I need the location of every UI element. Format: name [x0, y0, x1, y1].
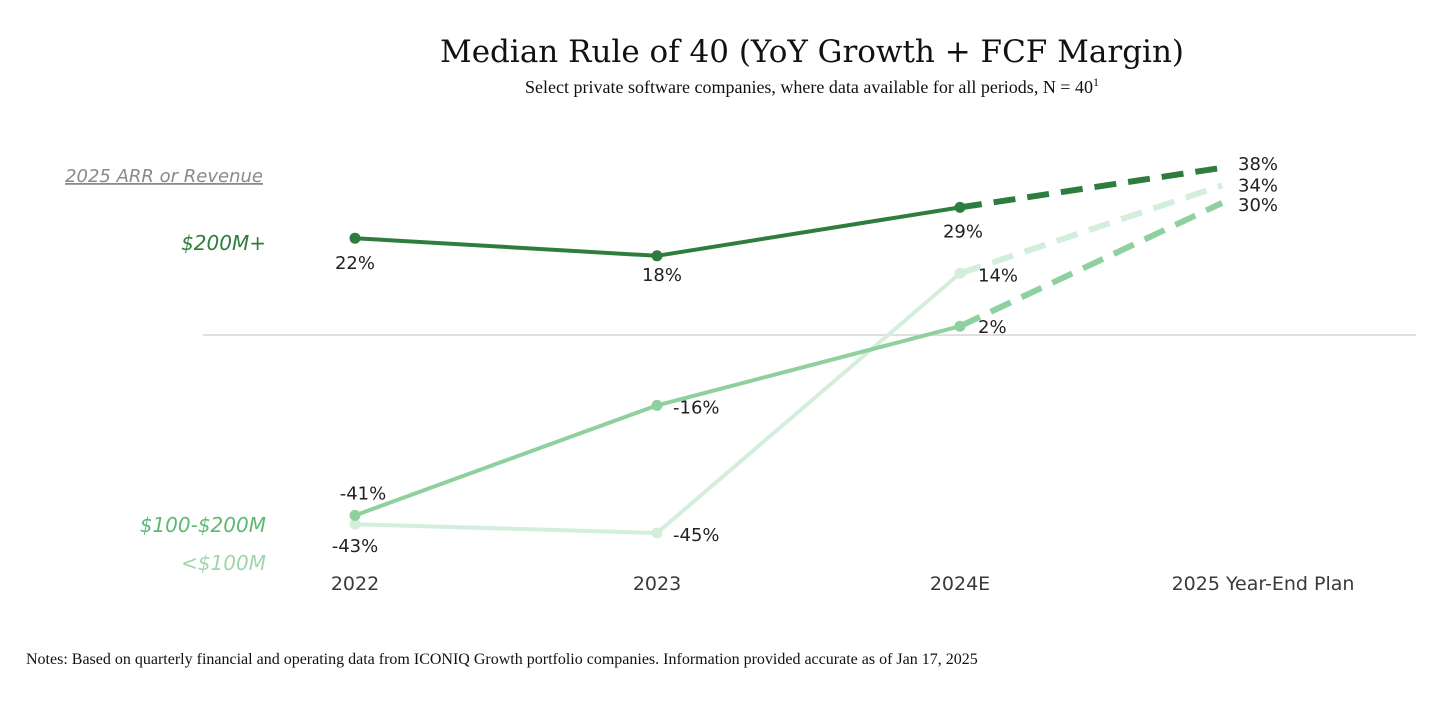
chart-subtitle-text: Select private software companies, where… [525, 77, 1093, 97]
x-tick-label: 2022 [331, 573, 379, 595]
data-point [651, 527, 663, 539]
data-label: 18% [642, 265, 682, 286]
data-point [651, 399, 663, 411]
data-point [349, 232, 361, 244]
data-label: 30% [1238, 195, 1278, 216]
data-label: 22% [335, 253, 375, 274]
data-label: -45% [673, 525, 720, 546]
data-label: 29% [943, 221, 983, 242]
x-tick-label: 2023 [633, 573, 681, 595]
subtitle-footnote-marker: 1 [1093, 75, 1099, 89]
series-line-actual [354, 324, 961, 518]
footnote: Notes: Based on quarterly financial and … [26, 651, 978, 668]
series-line-actual [354, 205, 961, 258]
series-line-projected [959, 164, 1223, 211]
series-label: $100-$200M [140, 513, 266, 537]
data-label: 2% [978, 317, 1007, 338]
data-label: 34% [1238, 175, 1278, 196]
series-line-projected [958, 200, 1224, 329]
series-label: $200M+ [181, 231, 266, 255]
data-label: -16% [673, 397, 720, 418]
data-point [954, 267, 966, 279]
data-label: 14% [978, 265, 1018, 286]
x-tick-label: 2024E [930, 573, 990, 595]
legend-title: 2025 ARR or Revenue [65, 166, 263, 187]
data-point [954, 201, 966, 213]
data-label: 38% [1238, 154, 1278, 175]
chart-subtitle: Select private software companies, where… [525, 75, 1099, 97]
series-line-projected [959, 182, 1223, 277]
chart-title: Median Rule of 40 (YoY Growth + FCF Marg… [440, 34, 1184, 70]
data-point [349, 509, 361, 521]
data-label: -41% [340, 483, 387, 504]
data-label: -43% [332, 536, 379, 557]
data-point [954, 320, 966, 332]
data-point [651, 250, 663, 262]
data-point [349, 518, 361, 530]
series-label: <$100M [181, 551, 266, 575]
x-tick-label: 2025 Year-End Plan [1172, 573, 1355, 595]
plot-area: 2022 2023 2024E 2025 Year-End Plan 22% 18% 29%… [140, 154, 1416, 595]
